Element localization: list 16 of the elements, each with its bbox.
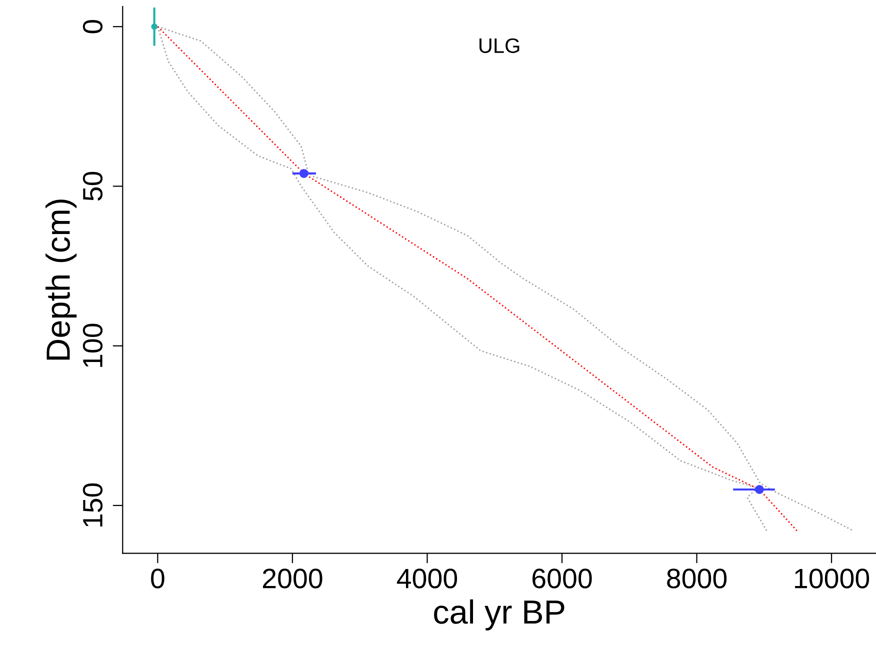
x-tick-label: 4000	[396, 568, 458, 588]
x-tick-label: 2000	[262, 568, 322, 588]
y-tick-label: 150	[82, 483, 103, 527]
y-tick-label: 0	[82, 20, 103, 34]
x-tick-label: 8000	[667, 568, 727, 588]
x-axis-title: cal yr BP	[434, 599, 564, 630]
y-tick-label: 100	[82, 324, 103, 367]
x-tick-label: 10000	[795, 568, 870, 588]
point	[151, 24, 158, 30]
y-axis-title: Depth (cm)	[46, 200, 77, 360]
point	[754, 485, 764, 494]
text: ULG	[480, 38, 520, 54]
x-tick-label: 6000	[532, 568, 592, 588]
x-tick-label: 0	[151, 568, 164, 588]
y-tick-label: 50	[82, 172, 103, 201]
point	[299, 168, 308, 178]
